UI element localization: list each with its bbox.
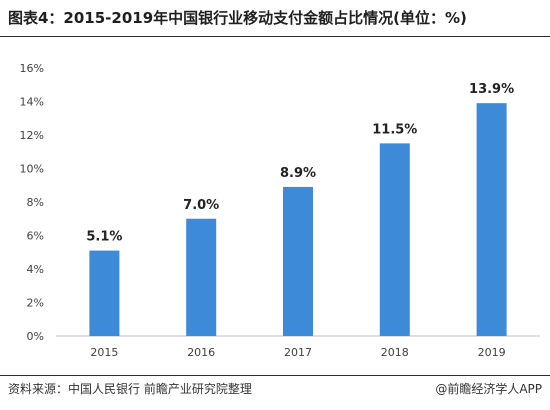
y-tick-label: 0% xyxy=(27,330,44,343)
title-divider xyxy=(0,36,550,37)
y-tick-label: 12% xyxy=(20,129,44,142)
y-tick-label: 2% xyxy=(27,297,44,310)
y-tick-label: 16% xyxy=(20,62,44,75)
data-label: 8.9% xyxy=(280,166,316,181)
bar-2017 xyxy=(283,186,313,336)
chart-title: 图表4：2015-2019年中国银行业移动支付金额占比情况(单位：%) xyxy=(8,9,467,27)
data-label: 5.1% xyxy=(86,230,122,245)
data-label: 13.9% xyxy=(469,82,514,97)
bar-2016 xyxy=(186,218,217,336)
x-tick-label: 2017 xyxy=(284,346,312,359)
y-tick-label: 8% xyxy=(27,196,44,209)
bar-2019 xyxy=(476,103,507,336)
y-tick-label: 6% xyxy=(27,230,44,243)
y-tick-label: 14% xyxy=(20,96,44,109)
brand-credit: @前瞻经济学人APP xyxy=(435,382,542,396)
data-label: 11.5% xyxy=(372,122,417,137)
x-tick-label: 2019 xyxy=(478,346,506,359)
footer-divider xyxy=(0,375,550,376)
bar-chart: 0% 2% 4% 6% 8% 10% 12% 14% 16% 5.1% 2015 7.0% 2016 8.… xyxy=(20,62,540,359)
source-note: 资料来源：中国人民银行 前瞻产业研究院整理 xyxy=(8,382,252,396)
bar-2015 xyxy=(89,250,120,336)
y-tick-label: 4% xyxy=(27,263,44,276)
x-tick-label: 2016 xyxy=(187,346,215,359)
bar-2018 xyxy=(379,143,410,336)
x-tick-label: 2015 xyxy=(90,346,118,359)
y-tick-label: 10% xyxy=(20,163,44,176)
data-label: 7.0% xyxy=(183,198,219,213)
x-tick-label: 2018 xyxy=(381,346,409,359)
